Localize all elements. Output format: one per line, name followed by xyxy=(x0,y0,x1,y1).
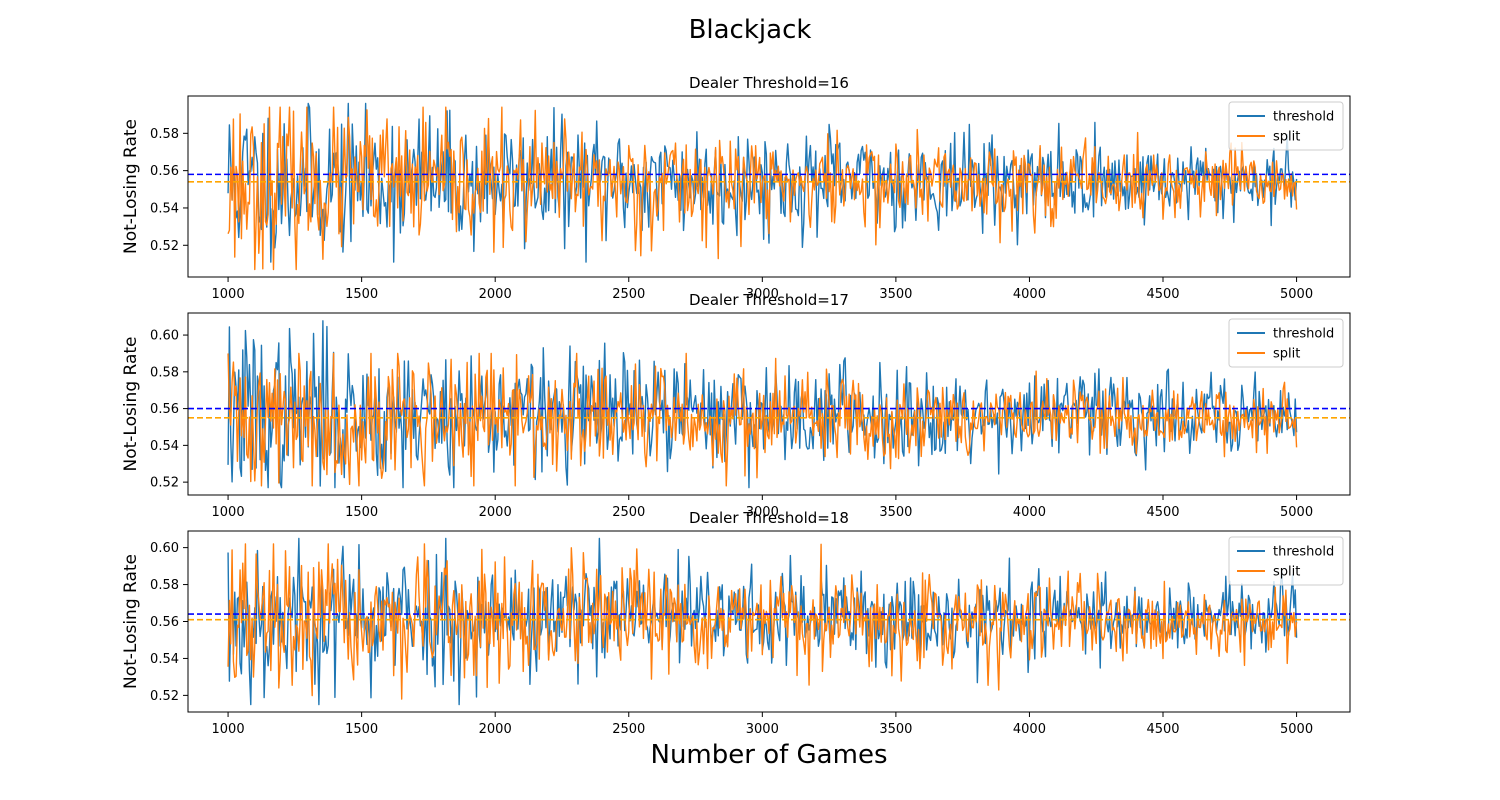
x-tick-label: 1000 xyxy=(212,287,245,302)
subplot-2: Dealer Threshold=17 1000 1500 2000 2500 3000 3… xyxy=(121,291,1351,520)
subplot-3: Dealer Threshold=18 1000 1500 2000 2500 3000 3… xyxy=(121,509,1351,737)
legend-label-split: split xyxy=(1273,130,1300,145)
x-tick-label: 4500 xyxy=(1146,287,1179,302)
figure-title: Blackjack xyxy=(689,15,812,45)
axes-frame xyxy=(187,95,1351,278)
x-tick-label: 5000 xyxy=(1280,722,1313,737)
x-tick-label: 3000 xyxy=(746,722,779,737)
y-tick-label: 0.58 xyxy=(150,578,179,593)
subplot-title: Dealer Threshold=16 xyxy=(689,74,849,92)
subplot-1: Dealer Threshold=16 1000 1500 2000 2500 3000 3… xyxy=(121,74,1351,302)
y-tick-label: 0.52 xyxy=(150,689,179,704)
legend: threshold split xyxy=(1228,536,1344,586)
x-tick-label: 3500 xyxy=(879,505,912,520)
x-tick-label: 2500 xyxy=(612,505,645,520)
y-tick-label: 0.54 xyxy=(150,652,179,667)
axes-frame xyxy=(187,312,1351,496)
x-tick-label: 3000 xyxy=(746,287,779,302)
subplot-panels: Dealer Threshold=16 1000 1500 2000 2500 3000 3… xyxy=(121,74,1351,737)
x-tick-label: 2500 xyxy=(612,287,645,302)
x-tick-label: 1000 xyxy=(212,505,245,520)
y-tick-label: 0.58 xyxy=(150,127,179,142)
y-axis-label: Not-Losing Rate xyxy=(121,554,141,689)
x-tick-label: 2000 xyxy=(479,722,512,737)
subplot-title: Dealer Threshold=17 xyxy=(689,291,849,309)
x-tick-label: 2000 xyxy=(479,505,512,520)
legend-box xyxy=(1228,318,1344,368)
x-tick-label: 2000 xyxy=(479,287,512,302)
legend: threshold split xyxy=(1228,101,1344,151)
legend-label-threshold: threshold xyxy=(1273,545,1334,560)
y-tick-label: 0.54 xyxy=(150,201,179,216)
x-axis-label: Number of Games xyxy=(651,740,888,770)
x-tick-label: 1500 xyxy=(345,722,378,737)
y-tick-label: 0.56 xyxy=(150,615,179,630)
x-tick-label: 4000 xyxy=(1013,287,1046,302)
y-axis-label: Not-Losing Rate xyxy=(121,119,141,254)
legend-label-split: split xyxy=(1273,347,1300,362)
legend: threshold split xyxy=(1228,318,1344,368)
x-tick-label: 5000 xyxy=(1280,505,1313,520)
y-tick-label: 0.60 xyxy=(150,541,179,556)
y-tick-label: 0.52 xyxy=(150,239,179,254)
x-tick-label: 3500 xyxy=(879,722,912,737)
x-tick-label: 1000 xyxy=(212,722,245,737)
x-tick-label: 2500 xyxy=(612,722,645,737)
y-tick-label: 0.56 xyxy=(150,164,179,179)
x-tick-label: 3000 xyxy=(746,505,779,520)
series-line-split xyxy=(227,543,1298,700)
subplot-title: Dealer Threshold=18 xyxy=(689,509,849,527)
legend-box xyxy=(1228,101,1344,151)
y-tick-label: 0.56 xyxy=(150,402,179,417)
x-tick-label: 4500 xyxy=(1146,505,1179,520)
series-line-split xyxy=(227,106,1298,271)
legend-label-split: split xyxy=(1273,565,1300,580)
x-tick-label: 1500 xyxy=(345,505,378,520)
x-tick-label: 5000 xyxy=(1280,287,1313,302)
y-tick-label: 0.54 xyxy=(150,439,179,454)
x-tick-label: 4500 xyxy=(1146,722,1179,737)
y-axis-label: Not-Losing Rate xyxy=(121,336,141,471)
plot-area xyxy=(227,320,1298,489)
x-tick-label: 1500 xyxy=(345,287,378,302)
legend-label-threshold: threshold xyxy=(1273,110,1334,125)
plot-area xyxy=(227,537,1298,706)
y-tick-label: 0.60 xyxy=(150,329,179,344)
series-line-split xyxy=(227,352,1298,487)
legend-box xyxy=(1228,536,1344,586)
y-tick-label: 0.52 xyxy=(150,476,179,491)
x-tick-label: 4000 xyxy=(1013,722,1046,737)
y-tick-label: 0.58 xyxy=(150,365,179,380)
plot-area xyxy=(227,102,1298,271)
x-tick-label: 3500 xyxy=(879,287,912,302)
x-tick-label: 4000 xyxy=(1013,505,1046,520)
legend-label-threshold: threshold xyxy=(1273,327,1334,342)
